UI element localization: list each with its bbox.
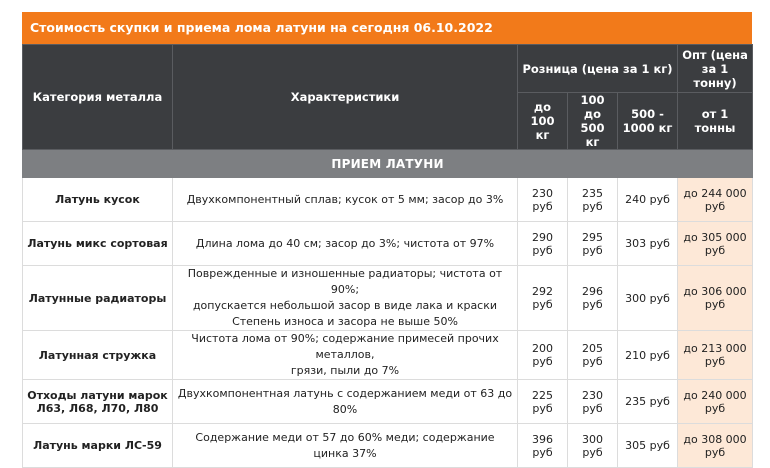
section-title: ПРИЕМ ЛАТУНИ — [21, 149, 754, 178]
row-price-100-500: 295 руб — [567, 221, 618, 266]
characteristics-line: Содержание меди от 57 до 60% меди; содер… — [195, 430, 495, 460]
row-category: Латунная стружка — [22, 330, 173, 380]
row-price-100-500: 296 руб — [567, 265, 618, 331]
header-wholesale: Опт (цена за 1 тонну) — [677, 44, 754, 93]
row-price-500-1000: 210 руб — [616, 330, 679, 380]
row-price-wholesale: до 306 000 руб — [677, 265, 754, 331]
characteristics-line: Двухкомпонентный сплав; кусок от 5 мм; з… — [186, 192, 504, 206]
row-price-500-1000: 235 руб — [616, 379, 679, 424]
characteristics-line: Двухкомпонентная латунь с содержанием ме… — [177, 386, 513, 416]
row-category: Отходы латуни марок Л63, Л68, Л70, Л80 — [22, 379, 173, 424]
price-table: Категория металла Характеристики Розница… — [21, 44, 754, 468]
characteristics-line: Чистота лома от 90%; содержание примесей… — [191, 332, 499, 361]
row-price-100-500: 205 руб — [567, 330, 618, 380]
row-price-up-to-100: 230 руб — [517, 177, 568, 222]
table-row: Латунная стружка Чистота лома от 90%; сод… — [22, 330, 754, 380]
header-characteristics: Характеристики — [172, 44, 518, 150]
row-price-up-to-100: 396 руб — [517, 423, 568, 468]
characteristics-line: Степень износа и засора не выше 50% — [232, 315, 458, 328]
row-price-100-500: 235 руб — [567, 177, 618, 222]
row-price-500-1000: 240 руб — [616, 177, 679, 222]
row-category: Латунь кусок — [22, 177, 173, 222]
row-price-up-to-100: 290 руб — [517, 221, 568, 266]
row-price-wholesale: до 305 000 руб — [677, 221, 754, 266]
row-characteristics: Двухкомпонентный сплав; кусок от 5 мм; з… — [172, 177, 518, 222]
row-price-wholesale: до 308 000 руб — [677, 423, 754, 468]
row-characteristics: Содержание меди от 57 до 60% меди; содер… — [172, 423, 518, 468]
characteristics-line: грязи, пыли до 7% — [290, 364, 400, 377]
row-category: Латунные радиаторы — [22, 265, 173, 331]
row-price-up-to-100: 200 руб — [517, 330, 568, 380]
row-price-500-1000: 300 руб — [616, 265, 679, 331]
row-characteristics: Двухкомпонентная латунь с содержанием ме… — [172, 379, 518, 424]
row-price-500-1000: 305 руб — [616, 423, 679, 468]
row-category: Латунь марки ЛС-59 — [22, 423, 173, 468]
row-price-wholesale: до 240 000 руб — [677, 379, 754, 424]
table-title: Стоимость скупки и приема лома латуни на… — [22, 12, 752, 44]
row-price-up-to-100: 225 руб — [517, 379, 568, 424]
row-price-100-500: 300 руб — [567, 423, 618, 468]
row-price-wholesale: до 244 000 руб — [677, 177, 754, 222]
row-price-500-1000: 303 руб — [616, 221, 679, 266]
table-row: Латунные радиаторы Поврежденные и изношен… — [22, 265, 754, 331]
table-row: Латунь марки ЛС-59 Содержание меди от 57 … — [22, 423, 754, 468]
row-characteristics: Поврежденные и изношенные радиаторы; чис… — [172, 265, 518, 331]
table-row: Латунь кусок Двухкомпонентный сплав; кусо… — [22, 177, 754, 222]
header-wholesale-from-1t: от 1 тонны — [677, 92, 754, 150]
header-retail-500-1000: 500 - 1000 кг — [616, 92, 679, 150]
header-retail-100-500: 100 до 500 кг — [567, 92, 618, 150]
header-retail-up-to-100: до 100 кг — [517, 92, 568, 150]
table-row: Латунь микс сортовая Длина лома до 40 см;… — [22, 221, 754, 266]
row-price-up-to-100: 292 руб — [517, 265, 568, 331]
header-retail: Розница (цена за 1 кг) — [516, 44, 679, 93]
characteristics-line: Поврежденные и изношенные радиаторы; чис… — [187, 267, 503, 296]
row-characteristics: Чистота лома от 90%; содержание примесей… — [172, 330, 518, 380]
row-price-100-500: 230 руб — [567, 379, 618, 424]
characteristics-line: Длина лома до 40 см; засор до 3%; чистот… — [195, 236, 495, 250]
characteristics-line: допускается небольшой засор в виде лака … — [192, 299, 498, 312]
row-category: Латунь микс сортовая — [22, 221, 173, 266]
row-characteristics: Длина лома до 40 см; засор до 3%; чистот… — [172, 221, 518, 266]
row-price-wholesale: до 213 000 руб — [677, 330, 754, 380]
section-row: ПРИЕМ ЛАТУНИ — [21, 149, 754, 178]
header-category: Категория металла — [22, 44, 173, 150]
table-row: Отходы латуни марок Л63, Л68, Л70, Л80 Дв… — [22, 379, 754, 424]
price-table-widget: Стоимость скупки и приема лома латуни на… — [21, 12, 754, 468]
